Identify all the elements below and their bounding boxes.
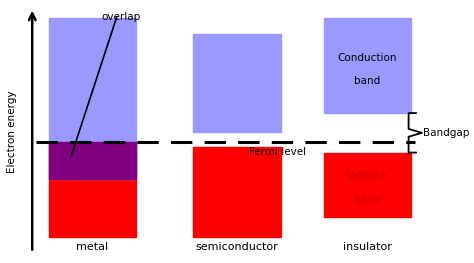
Text: overlap: overlap	[101, 12, 140, 22]
Text: insulator: insulator	[343, 242, 392, 252]
Bar	[48, 142, 136, 237]
Text: Fermi level: Fermi level	[249, 147, 306, 157]
Text: semiconductor: semiconductor	[196, 242, 278, 252]
Text: Bandgap: Bandgap	[423, 128, 469, 138]
Bar	[48, 142, 136, 179]
Bar	[323, 153, 411, 217]
Bar	[193, 34, 281, 132]
Text: Conduction

band: Conduction band	[337, 53, 397, 86]
Bar	[48, 18, 136, 179]
Text: Valence

band: Valence band	[347, 171, 388, 205]
Text: metal: metal	[76, 242, 109, 252]
Bar	[193, 147, 281, 237]
Text: Electron energy: Electron energy	[7, 90, 17, 173]
Bar	[323, 18, 411, 113]
